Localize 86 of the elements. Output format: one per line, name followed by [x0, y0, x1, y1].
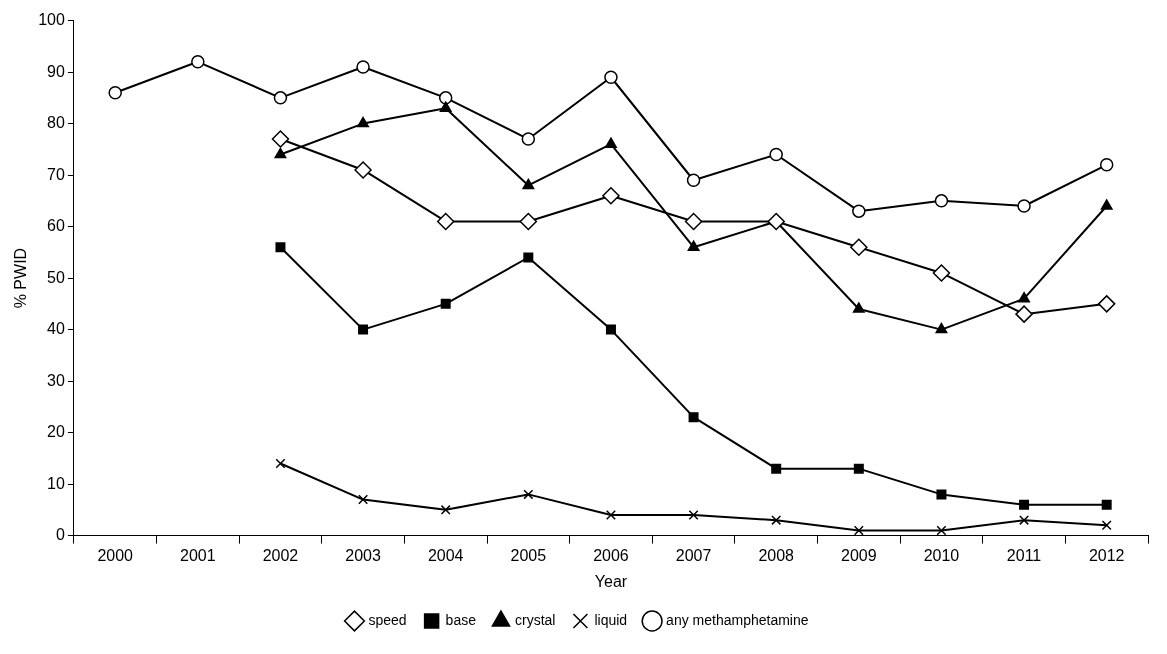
point: [852, 302, 865, 313]
x-tick-label: 2003: [345, 546, 381, 564]
y-tick-label: 70: [47, 165, 65, 183]
point: [686, 173, 701, 187]
point: [769, 147, 783, 162]
legend-label: base: [445, 611, 477, 628]
point: [850, 238, 868, 256]
x-tick-label: 2000: [97, 546, 134, 564]
y-tick-label: 30: [47, 371, 65, 389]
point: [438, 91, 453, 105]
point: [771, 463, 782, 474]
point: [523, 252, 534, 263]
point: [1018, 291, 1031, 303]
x-tick-label: 2012: [1088, 546, 1125, 564]
point: [688, 510, 699, 520]
y-tick-label: 60: [47, 217, 65, 235]
x-tick-label: 2005: [510, 546, 547, 564]
x-tick-label: 2008: [758, 546, 795, 564]
point: [604, 70, 618, 84]
point: [1101, 520, 1112, 531]
point: [273, 91, 288, 105]
point: [1097, 295, 1116, 313]
point: [602, 186, 620, 205]
point: [687, 240, 700, 251]
point: [523, 489, 534, 500]
y-tick-label: 20: [47, 423, 65, 441]
point: [358, 324, 369, 335]
y-tick-label: 90: [47, 62, 65, 80]
x-axis-title: Year: [594, 572, 628, 590]
y-tick-label: 10: [47, 474, 65, 492]
point: [1017, 199, 1031, 213]
point: [522, 178, 535, 190]
point: [275, 458, 286, 469]
point: [436, 212, 455, 231]
x-tick-label: 2004: [427, 546, 464, 564]
point: [1099, 158, 1114, 172]
point: [605, 510, 616, 520]
point: [853, 525, 864, 536]
y-axis-title: % PWID: [12, 247, 30, 309]
point: [439, 101, 452, 112]
point: [935, 322, 948, 334]
point: [271, 130, 290, 148]
point: [605, 137, 617, 148]
point: [354, 161, 372, 179]
point: [934, 194, 949, 208]
point: [356, 60, 370, 74]
y-tick-label: 40: [47, 320, 65, 338]
point: [605, 324, 616, 335]
y-tick-label: 100: [38, 11, 65, 29]
point: [519, 212, 538, 231]
point: [191, 55, 205, 69]
point: [932, 264, 951, 282]
point: [440, 298, 451, 309]
point: [853, 463, 864, 474]
x-tick-label: 2007: [675, 546, 712, 564]
point: [1019, 515, 1030, 526]
point: [1101, 499, 1112, 510]
point: [358, 494, 369, 505]
point: [936, 525, 947, 536]
x-tick-label: 2002: [262, 546, 299, 564]
x-tick-label: 2001: [180, 546, 216, 564]
x-tick-label: 2010: [923, 546, 960, 564]
y-tick-label: 0: [55, 526, 65, 544]
legend-label: any methamphetamine: [666, 611, 809, 628]
x-tick-label: 2009: [841, 546, 877, 564]
point: [688, 412, 699, 423]
point: [440, 504, 451, 515]
point: [274, 147, 287, 159]
point: [1100, 199, 1113, 210]
point: [521, 132, 536, 146]
point: [108, 85, 122, 100]
point: [852, 204, 866, 218]
x-tick-label: 2006: [593, 546, 629, 564]
legend-label: speed: [368, 611, 407, 628]
legend-label: crystal: [514, 611, 556, 628]
x-tick-label: 2011: [1006, 546, 1042, 564]
point: [1019, 499, 1030, 510]
y-tick-label: 80: [47, 114, 65, 132]
point: [357, 116, 370, 128]
point: [684, 212, 703, 231]
point: [936, 489, 947, 500]
point: [771, 515, 782, 526]
legend-label: liquid: [594, 611, 628, 628]
point: [275, 242, 286, 253]
point: [1015, 305, 1033, 323]
y-tick-label: 50: [47, 268, 65, 286]
